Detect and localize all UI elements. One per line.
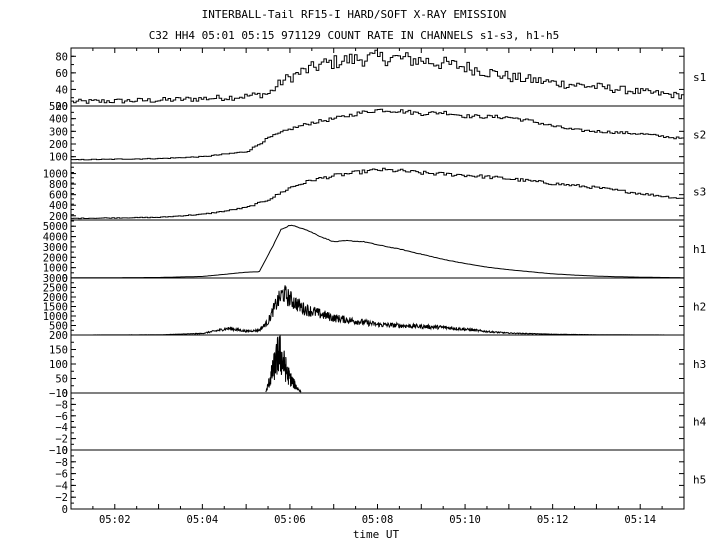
panel-frame-h5	[70, 449, 685, 510]
panel-label-h3: h3	[693, 358, 706, 371]
y-tick-label-h4: −8	[55, 399, 68, 411]
y-tick-label-s1: 60	[55, 68, 68, 80]
y-tick-label-h2: 2000	[43, 292, 68, 304]
x-tick-label: 05:12	[537, 514, 569, 526]
panel-frame-h3	[70, 334, 685, 394]
y-tick-label-s3: 600	[49, 190, 68, 202]
y-tick-label-h5: −6	[55, 469, 68, 481]
y-tick-label-s3: 400	[49, 200, 68, 212]
panel-label-s3: s3	[693, 186, 706, 199]
chart-subtitle: C32 HH4 05:01 05:15 971129 COUNT RATE IN…	[149, 29, 560, 42]
y-tick-label-h1: 3000	[43, 242, 68, 254]
series-line-h3	[265, 335, 302, 393]
series-line-h2	[71, 285, 684, 335]
y-tick-label-h2: 500	[49, 321, 68, 333]
panel-frame-h4	[70, 392, 685, 451]
x-tick-label: 05:02	[99, 514, 131, 526]
series-line-s3	[71, 167, 684, 220]
panel-frame-h1	[70, 219, 685, 279]
y-tick-label-h1: 4000	[43, 232, 68, 244]
series-line-h1	[71, 224, 684, 278]
y-tick-label-s2: 300	[49, 126, 68, 138]
y-tick-label-s2: 100	[49, 152, 68, 164]
y-tick-label-h5: −2	[55, 492, 68, 504]
series-line-s1	[71, 49, 684, 104]
y-tick-label-s2: 200	[49, 139, 68, 151]
y-tick-label-h2: 1500	[43, 302, 68, 314]
y-tick-label-h2: 2500	[43, 283, 68, 295]
series-line-s2	[71, 108, 684, 161]
chart-title: INTERBALL-Tail RF15-I HARD/SOFT X-RAY EM…	[202, 8, 507, 21]
panel-label-h4: h4	[693, 416, 707, 429]
y-tick-label-h3: 100	[49, 359, 68, 371]
y-tick-label-h5: −4	[55, 480, 68, 492]
y-tick-label-h4: −2	[55, 434, 68, 446]
x-tick-label: 05:08	[362, 514, 394, 526]
y-tick-label-s3: 1000	[43, 169, 68, 181]
panel-label-s1: s1	[693, 71, 706, 84]
y-tick-label-h1: 2000	[43, 252, 68, 264]
y-tick-label-h4: −4	[55, 422, 68, 434]
y-tick-label-h4: −10	[49, 388, 68, 400]
y-tick-label-h3: 150	[49, 345, 68, 357]
panel-label-h5: h5	[693, 474, 706, 487]
y-tick-label-h5: −10	[49, 445, 68, 457]
panel-h3: 0 50 100 150 200 h3	[49, 330, 706, 400]
panel-label-h2: h2	[693, 301, 706, 314]
y-tick-label-h3: 200	[49, 330, 68, 342]
y-tick-label-s1: 40	[55, 84, 68, 96]
panel-label-s2: s2	[693, 129, 706, 142]
y-tick-label-s3: 800	[49, 179, 68, 191]
panel-frame-h2	[70, 277, 685, 336]
y-tick-label-h1: 0	[62, 273, 68, 285]
panels-group: 20406080s1100200300400500s22004006008001…	[43, 47, 707, 516]
panel-frame-s3	[70, 162, 685, 221]
y-tick-label-s3: 200	[49, 211, 68, 223]
panel-label-h1: h1	[693, 243, 706, 256]
x-axis: 05:02 05:04 05:06 05:08 05:10 05:12 05:14	[70, 48, 685, 526]
y-tick-label-s1: 80	[55, 51, 68, 63]
panel-frame-s2	[70, 105, 685, 164]
y-tick-label-h4: −6	[55, 411, 68, 423]
y-tick-label-h3: 0	[62, 388, 68, 400]
x-tick-label: 05:10	[449, 514, 481, 526]
x-tick-label: 05:14	[624, 514, 656, 526]
y-tick-label-s2: 500	[49, 101, 68, 113]
y-tick-label-h5: 0	[62, 504, 68, 516]
y-tick-label-h1: 5000	[43, 221, 68, 233]
y-tick-label-h2: 1000	[43, 311, 68, 323]
x-axis-label: time UT	[353, 528, 400, 541]
x-tick-label: 05:04	[187, 514, 219, 526]
x-tick-label: 05:06	[274, 514, 306, 526]
y-tick-label-h1: 1000	[43, 263, 68, 275]
y-tick-label-h2: 3000	[43, 273, 68, 285]
y-tick-label-s2: 400	[49, 114, 68, 126]
y-tick-label-h5: −8	[55, 457, 68, 469]
y-tick-label-h4: 0	[62, 445, 68, 457]
panel-s1: 20 40 60 80 s1	[55, 47, 706, 113]
y-tick-label-h3: 50	[55, 374, 68, 386]
y-tick-label-s1: 20	[55, 101, 68, 113]
